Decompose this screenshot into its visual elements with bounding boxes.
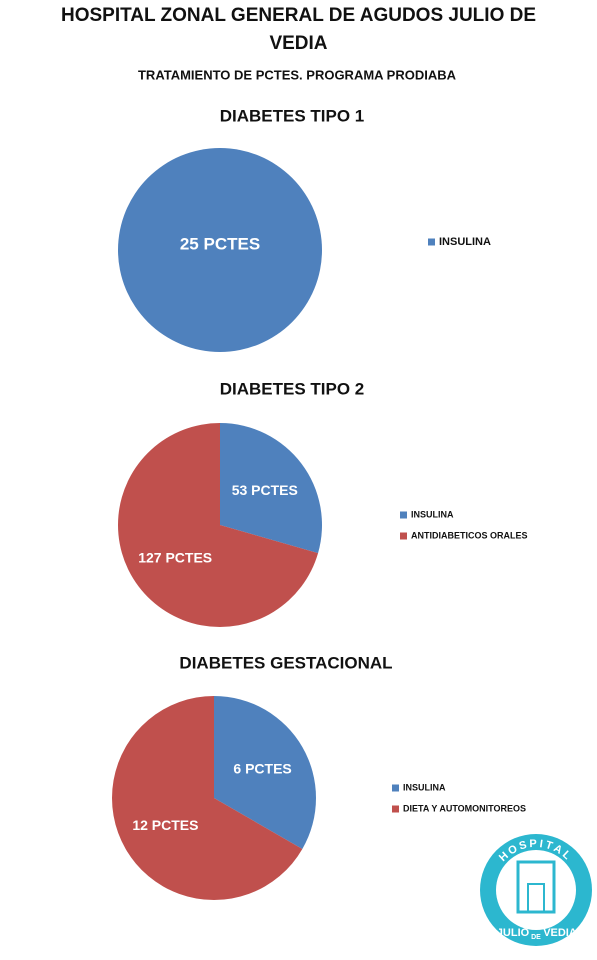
data-label: 12 PCTES [132,817,198,833]
legend-swatch [392,805,399,813]
logo-inner [496,850,576,930]
legend-label: INSULINA [411,509,454,519]
logo-name: VEDIA [543,927,577,939]
chart-title: DIABETES GESTACIONAL [179,653,392,672]
legend-label: INSULINA [439,236,491,248]
chart-title: DIABETES TIPO 2 [220,379,365,398]
legend-label: DIETA Y AUTOMONITOREOS [403,803,526,813]
chart-title: DIABETES TIPO 1 [220,106,365,125]
logo-door [527,883,545,913]
pie-slice [214,696,316,849]
pie-slice [220,423,322,554]
legend-label: INSULINA [403,782,446,792]
pie-slice [118,423,319,628]
legend-label: ANTIDIABETICOS ORALES [411,530,528,540]
legend-swatch [392,784,399,792]
data-label: 6 PCTES [233,761,291,777]
logo-name: JULIO [497,927,530,939]
legend-swatch [400,511,407,519]
data-label: 53 PCTES [232,482,298,498]
pie-slice [111,696,303,900]
pie-slice [118,148,322,352]
subtitle: TRATAMIENTO DE PCTES. PROGRAMA PRODIABA [138,67,457,82]
logo: HOSPITAL JULIO DE VEDIA [480,834,592,946]
data-label: 25 PCTES [180,234,260,253]
data-label: 127 PCTES [138,549,212,565]
legend-swatch [400,532,407,540]
legend-swatch [428,238,435,246]
page-title: HOSPITAL ZONAL GENERAL DE AGUDOS JULIO D… [60,5,537,54]
logo-name: DE [531,934,541,941]
